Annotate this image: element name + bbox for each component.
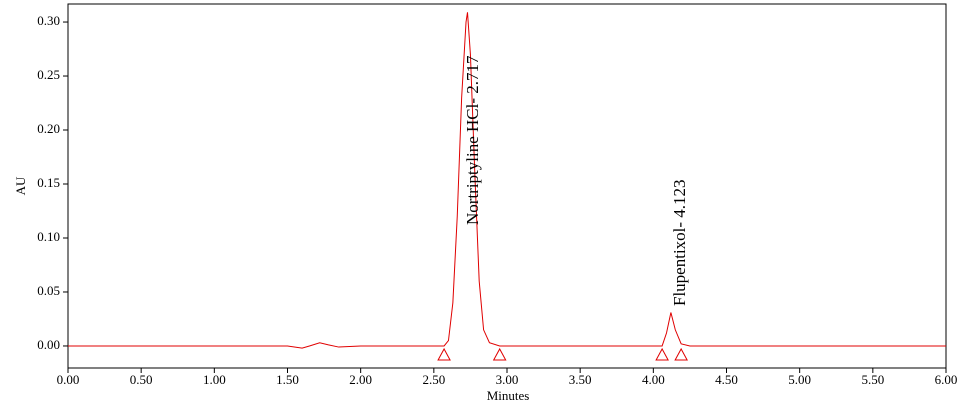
x-tick-label: 1.00 [203, 372, 226, 387]
x-axis-label: Minutes [487, 388, 530, 403]
x-tick-label: 3.00 [496, 372, 519, 387]
x-tick-label: 5.50 [861, 372, 884, 387]
x-tick-label: 0.00 [57, 372, 80, 387]
x-tick-label: 4.50 [715, 372, 738, 387]
y-tick-label: 0.05 [37, 283, 60, 298]
peak-marker [437, 347, 451, 361]
y-tick-label: 0.10 [37, 229, 60, 244]
x-tick-label: 4.00 [642, 372, 665, 387]
x-tick-label: 6.00 [935, 372, 958, 387]
x-tick-label: 5.00 [788, 372, 811, 387]
x-tick-label: 2.00 [349, 372, 372, 387]
y-axis-label: AU [13, 176, 28, 195]
x-tick-label: 2.50 [422, 372, 445, 387]
y-tick-label: 0.00 [37, 337, 60, 352]
peak-label: Flupentixol- 4.123 [670, 179, 689, 306]
x-tick-label: 1.50 [276, 372, 299, 387]
y-tick-label: 0.25 [37, 67, 60, 82]
peak-marker [655, 347, 669, 361]
peak-marker [674, 347, 688, 361]
chromatogram-line [68, 12, 946, 349]
y-tick-label: 0.15 [37, 175, 60, 190]
y-tick-label: 0.20 [37, 121, 60, 136]
x-tick-label: 0.50 [130, 372, 153, 387]
peak-label: Nortriptyline HCl- 2.717 [463, 55, 482, 225]
x-tick-label: 3.50 [569, 372, 592, 387]
peak-marker [492, 347, 507, 361]
y-tick-label: 0.30 [37, 13, 60, 28]
plot-frame [67, 3, 947, 369]
